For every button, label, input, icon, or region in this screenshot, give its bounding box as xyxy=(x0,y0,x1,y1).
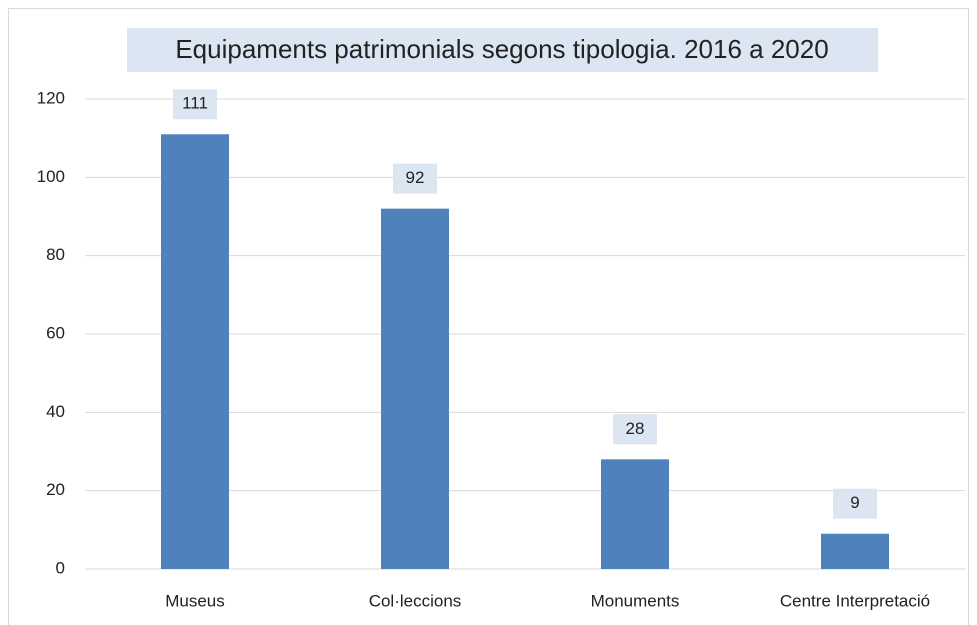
x-tick-label: Col·leccions xyxy=(369,591,462,610)
y-tick-label: 20 xyxy=(46,480,65,499)
data-label-background xyxy=(393,163,437,194)
bar xyxy=(821,533,889,569)
y-tick-label: 60 xyxy=(46,323,65,342)
data-label: 9 xyxy=(850,493,859,512)
x-tick-label: Monuments xyxy=(591,591,680,610)
y-tick-label: 120 xyxy=(37,88,65,107)
data-label-background xyxy=(613,414,657,445)
bar xyxy=(381,208,449,569)
x-tick-label: Centre Interpretació xyxy=(780,591,930,610)
y-tick-label: 80 xyxy=(46,245,65,264)
title-background xyxy=(127,28,878,72)
chart-title: Equipaments patrimonials segons tipologi… xyxy=(175,34,828,64)
chart-frame xyxy=(8,8,969,625)
data-label-background xyxy=(833,488,877,519)
y-tick-label: 100 xyxy=(37,167,65,186)
y-tick-label: 40 xyxy=(46,402,65,421)
x-tick-label: Museus xyxy=(165,591,225,610)
data-label: 28 xyxy=(626,419,645,438)
data-label: 92 xyxy=(406,168,425,187)
bar xyxy=(601,459,669,569)
data-label-background xyxy=(173,89,217,120)
y-tick-label: 0 xyxy=(56,558,65,577)
bar xyxy=(161,134,229,569)
data-label: 111 xyxy=(182,94,208,113)
